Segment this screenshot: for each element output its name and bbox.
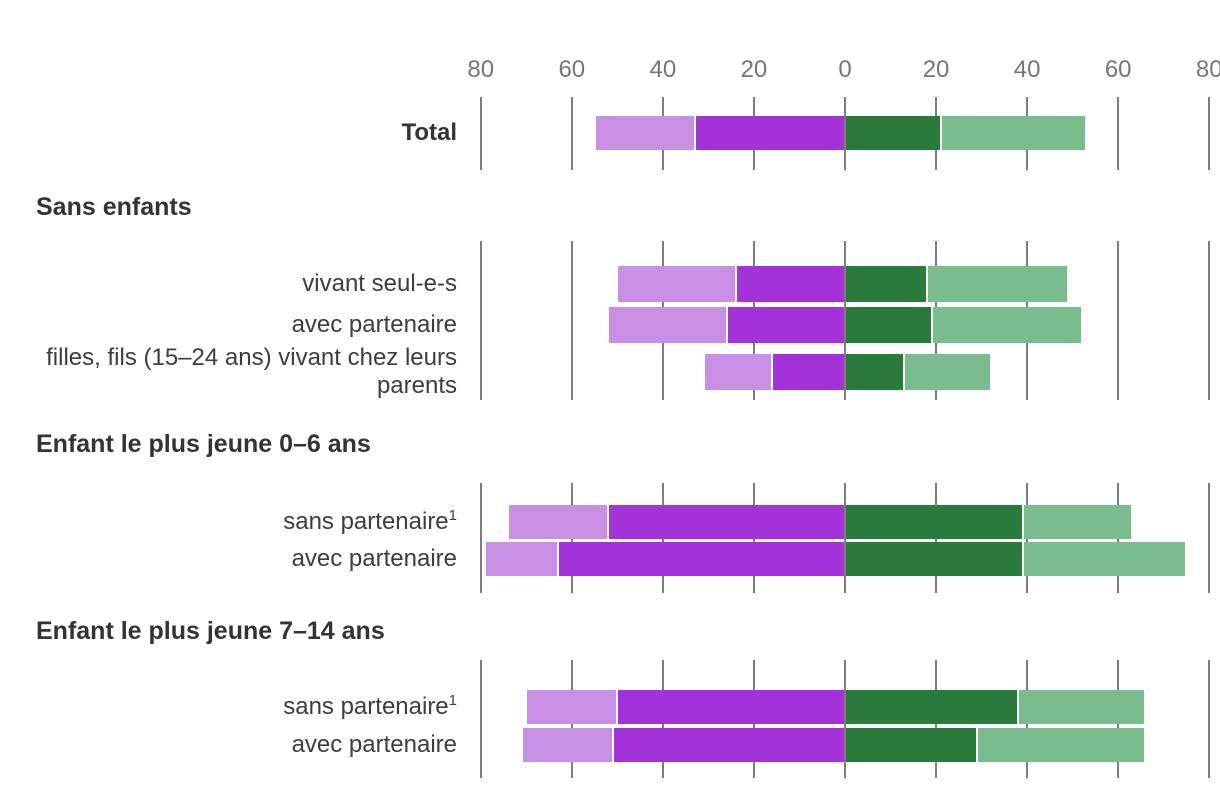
gridline — [1208, 660, 1211, 778]
gridline — [844, 241, 846, 400]
bar-segment-left-outer — [522, 728, 612, 762]
bar-segment-right-inner — [846, 505, 1022, 539]
gridline — [570, 241, 573, 400]
bar-segment-left-outer — [486, 542, 558, 576]
bar-segment-left-outer — [527, 690, 617, 724]
bar-segment-right-outer — [1023, 542, 1186, 576]
bar-segment-right-inner — [846, 266, 926, 302]
bar-segment-left-inner — [727, 307, 844, 343]
chart-panel: vivant seul-e-s avec partenaire filles, fi… — [0, 241, 1220, 400]
row-label: avec partenaire — [291, 731, 457, 758]
gridline — [570, 97, 573, 170]
axis-tick-label: 40 — [649, 56, 677, 83]
section-header: Enfant le plus jeune 7–14 ans — [36, 617, 385, 645]
gridline — [479, 483, 482, 593]
footnote-marker: 1 — [448, 507, 457, 524]
bar-segment-left-inner — [695, 116, 844, 150]
chart-panel: sans partenaire1 avec partenaire — [0, 483, 1220, 593]
axis-tick-label: 0 — [838, 56, 852, 83]
bar-segment-right-outer — [1019, 690, 1145, 724]
bar-segment-right-outer — [941, 116, 1086, 150]
gridline — [844, 97, 846, 170]
bar-segment-right-outer — [1023, 505, 1131, 539]
bar-segment-left-outer — [609, 307, 726, 343]
bar-segment-right-inner — [846, 116, 940, 150]
gridline — [1117, 241, 1120, 400]
gridline — [479, 660, 482, 778]
gridline — [844, 660, 846, 778]
section-header: Enfant le plus jeune 0–6 ans — [36, 430, 371, 458]
row-label: sans partenaire1 — [283, 507, 457, 535]
bar-segment-right-outer — [905, 354, 990, 390]
bar-segment-left-inner — [613, 728, 844, 762]
axis-tick-label: 60 — [1104, 56, 1132, 83]
axis-tick-label: 20 — [740, 56, 768, 83]
gridline — [1208, 241, 1211, 400]
axis-tick-label: 20 — [922, 56, 950, 83]
row-label: avec partenaire — [291, 545, 457, 572]
bar-segment-right-outer — [927, 266, 1068, 302]
bar-segment-right-outer — [978, 728, 1145, 762]
row-label: avec partenaire — [291, 311, 457, 338]
axis-tick-label: 40 — [1013, 56, 1041, 83]
gridline — [479, 97, 482, 170]
row-label: sans partenaire1 — [283, 692, 457, 720]
gridline — [1117, 97, 1120, 170]
axis-tick-label: 60 — [558, 56, 586, 83]
bar-segment-left-inner — [609, 505, 844, 539]
bar-segment-left-inner — [773, 354, 844, 390]
row-label: Total — [401, 119, 457, 146]
gridline — [479, 241, 482, 400]
bar-segment-left-inner — [618, 690, 844, 724]
gridline — [844, 483, 846, 593]
footnote-marker: 1 — [448, 692, 457, 709]
axis-tick-label: 80 — [467, 56, 495, 83]
bar-segment-right-inner — [846, 307, 931, 343]
row-label: filles, fils (15–24 ans) vivant chez leu… — [46, 344, 457, 399]
axis-tick-label: 80 — [1195, 56, 1220, 83]
gridline — [1208, 483, 1211, 593]
bar-segment-right-inner — [846, 542, 1022, 576]
bar-segment-right-outer — [932, 307, 1081, 343]
bar-segment-right-inner — [846, 728, 977, 762]
bar-segment-right-inner — [846, 690, 1017, 724]
bar-segment-right-inner — [846, 354, 904, 390]
section-header: Sans enfants — [36, 193, 192, 221]
bar-segment-left-outer — [618, 266, 735, 302]
bar-segment-left-inner — [559, 542, 844, 576]
bar-segment-left-outer — [595, 116, 694, 150]
bar-segment-left-outer — [704, 354, 772, 390]
chart-panel: sans partenaire1 avec partenaire — [0, 660, 1220, 778]
row-label: vivant seul-e-s — [302, 270, 457, 297]
gridline — [1208, 97, 1211, 170]
chart-panel: Total — [0, 97, 1220, 170]
bar-segment-left-outer — [509, 505, 608, 539]
bar-segment-left-inner — [736, 266, 844, 302]
